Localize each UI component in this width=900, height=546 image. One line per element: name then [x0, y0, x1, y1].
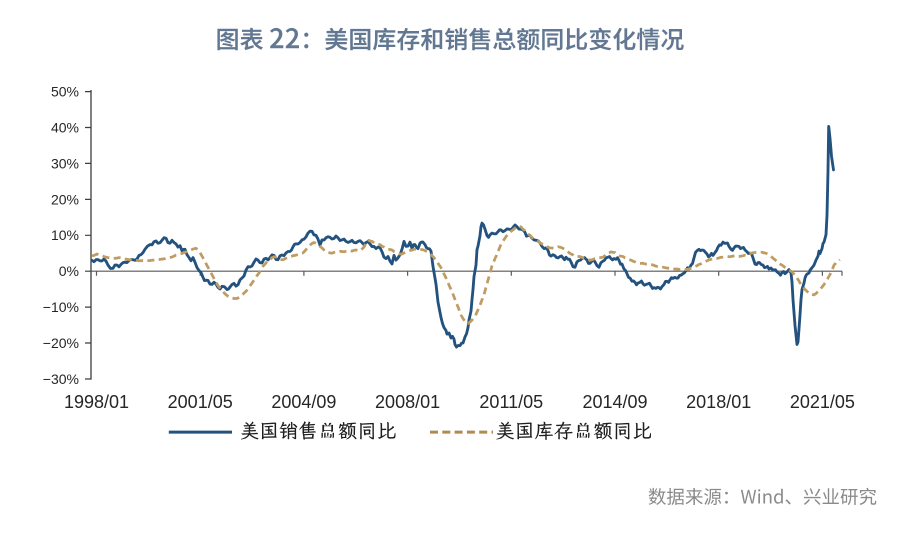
- svg-text:30%: 30%: [51, 155, 79, 171]
- svg-text:20%: 20%: [51, 191, 79, 207]
- svg-text:−20%: −20%: [43, 335, 79, 351]
- svg-text:10%: 10%: [51, 227, 79, 243]
- svg-text:2001/05: 2001/05: [168, 392, 233, 412]
- svg-text:0%: 0%: [59, 263, 79, 279]
- svg-text:2018/01: 2018/01: [686, 392, 751, 412]
- svg-text:2014/09: 2014/09: [582, 392, 647, 412]
- svg-text:2004/09: 2004/09: [271, 392, 336, 412]
- svg-text:2021/05: 2021/05: [790, 392, 855, 412]
- svg-text:50%: 50%: [51, 84, 79, 100]
- svg-text:40%: 40%: [51, 119, 79, 135]
- svg-text:2011/05: 2011/05: [479, 392, 543, 412]
- svg-text:1998/01: 1998/01: [64, 392, 129, 412]
- svg-text:2008/01: 2008/01: [375, 392, 440, 412]
- svg-text:−10%: −10%: [43, 299, 79, 315]
- svg-text:−30%: −30%: [43, 371, 79, 387]
